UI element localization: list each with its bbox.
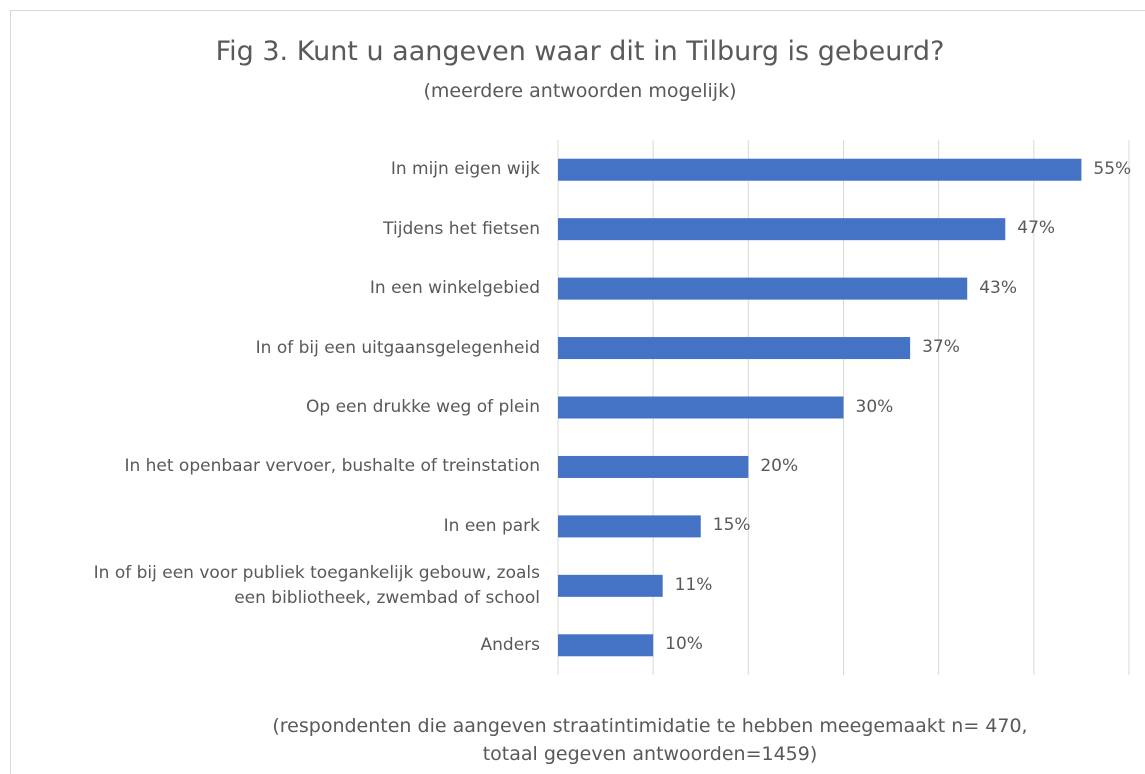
- bar: [558, 396, 844, 419]
- y-tick-label: In mijn eigen wijk: [390, 159, 540, 180]
- data-label: 55%: [1093, 158, 1132, 179]
- y-tick-label: Anders: [480, 634, 541, 655]
- bar: [558, 515, 701, 538]
- data-label: 11%: [674, 574, 713, 595]
- bar: [558, 455, 749, 478]
- bar: [558, 277, 968, 300]
- y-tick-label: Tijdens het fietsen: [383, 218, 540, 239]
- data-label: 15%: [712, 515, 751, 536]
- data-label: 20%: [760, 455, 799, 476]
- data-label: 47%: [1017, 218, 1056, 239]
- data-label: 37%: [922, 337, 960, 358]
- bar: [558, 634, 654, 657]
- y-tick-label: In een park: [443, 515, 540, 536]
- y-tick-label: In of bij een voor publiek toegankelijk …: [93, 562, 540, 608]
- data-label: 43%: [979, 277, 1017, 298]
- bar: [558, 337, 911, 360]
- frame: [10, 10, 1145, 774]
- y-tick-label: In of bij een uitgaansgelegenheid: [255, 337, 540, 358]
- bar: [558, 158, 1082, 181]
- y-tick-label: Op een drukke weg of plein: [306, 397, 540, 417]
- y-tick-label: In een winkelgebied: [369, 278, 540, 299]
- chart-title: Fig 3. Kunt u aangeven waar dit in Tilbu…: [215, 36, 945, 67]
- data-label: 10%: [665, 634, 703, 655]
- bar: [558, 574, 663, 597]
- data-label: 30%: [855, 396, 894, 417]
- bar: [558, 218, 1006, 241]
- note: (respondenten die aangeven straatintimid…: [272, 715, 1028, 765]
- chart-subtitle: (meerdere antwoorden mogelijk): [423, 80, 737, 102]
- y-tick-label: In het openbaar vervoer, bushalte of tre…: [124, 456, 540, 477]
